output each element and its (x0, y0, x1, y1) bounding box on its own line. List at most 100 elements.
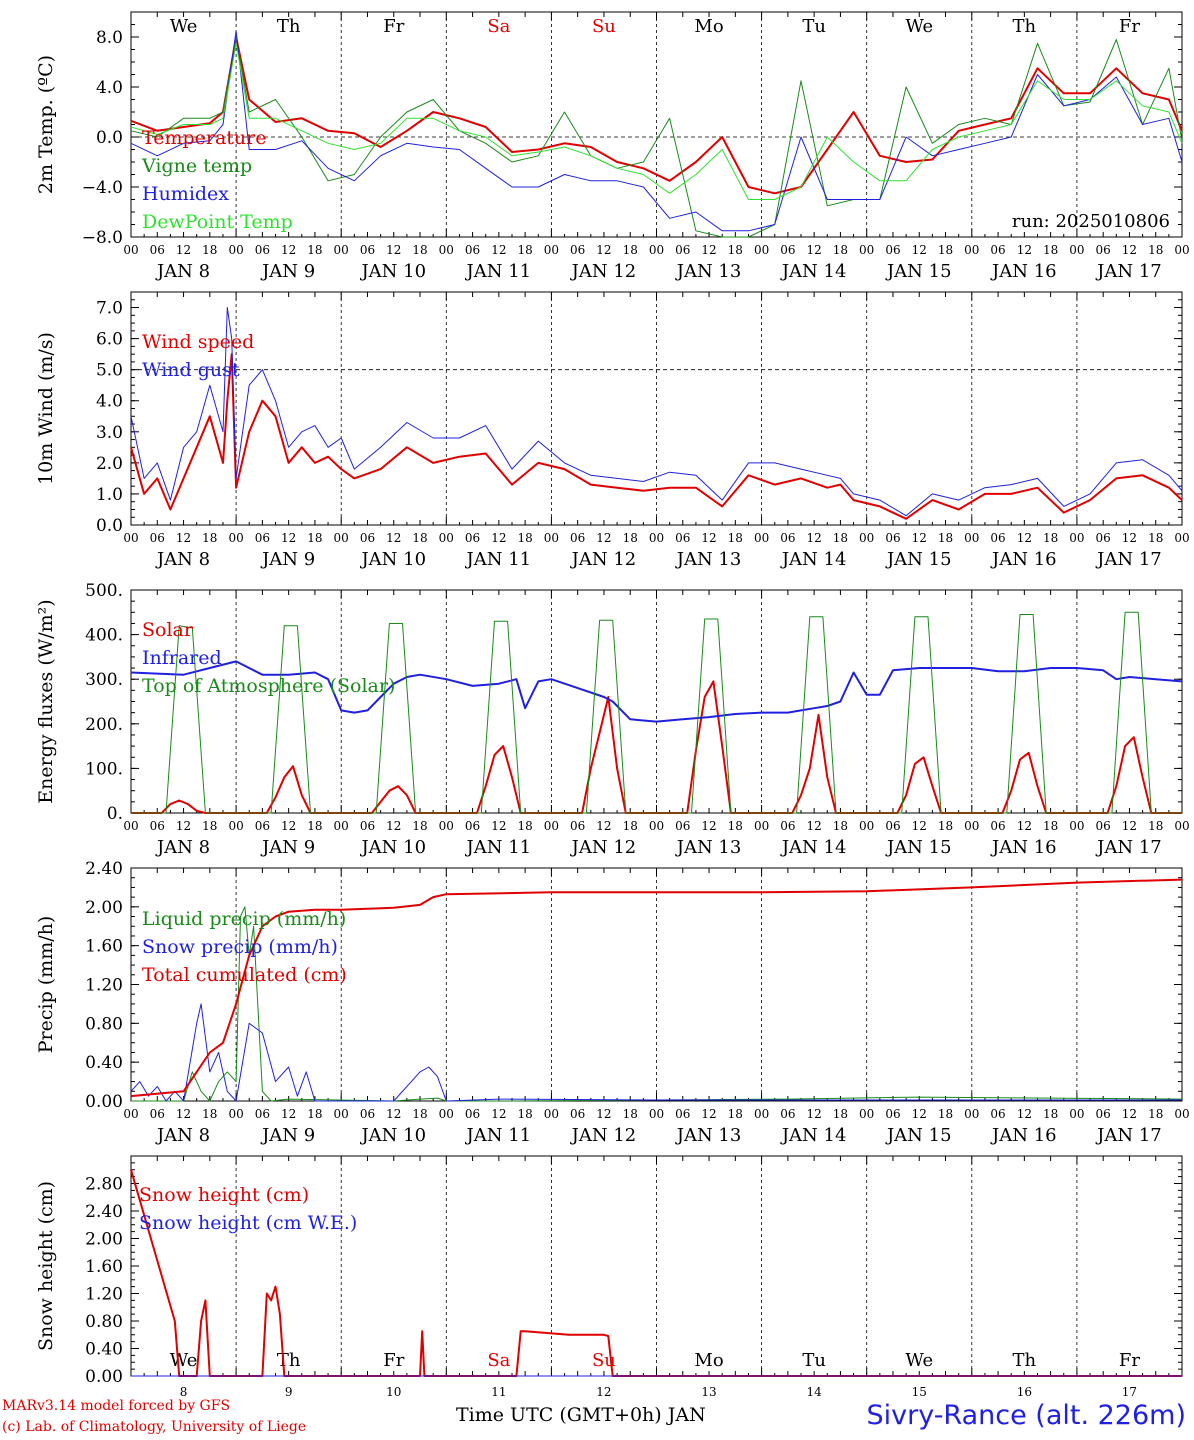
hour-tick-label: 18 (623, 531, 638, 545)
date-label: JAN 15 (885, 837, 952, 858)
y-tick-label: 2.40 (85, 1202, 123, 1222)
hour-tick-label: 06 (360, 243, 375, 257)
legend-entry: Total cumulated (cm) (142, 964, 347, 986)
hour-tick-label: 18 (938, 243, 953, 257)
hour-tick-label: 00 (964, 531, 979, 545)
hour-tick-label: 00 (964, 819, 979, 833)
hour-tick-label: 12 (281, 243, 296, 257)
hour-tick-label: 18 (202, 531, 217, 545)
hour-tick-label: 12 (596, 243, 611, 257)
legend-entry: Snow precip (mm/h) (142, 936, 338, 958)
series-temperature (130, 36, 1183, 195)
legend-entry: Wind gust (142, 359, 240, 381)
hour-tick-label: 06 (570, 1107, 585, 1121)
hour-tick-label: 12 (807, 1107, 822, 1121)
weekday-label: Th (277, 1350, 301, 1371)
y-tick-label: 2.40 (85, 859, 123, 879)
date-label: JAN 15 (885, 261, 952, 282)
hour-tick-label: 12 (281, 819, 296, 833)
hour-tick-label: 00 (334, 531, 349, 545)
hour-tick-label: 06 (885, 531, 900, 545)
date-label: 11 (491, 1385, 506, 1399)
hour-tick-label: 00 (334, 1107, 349, 1121)
hour-tick-label: 18 (623, 1107, 638, 1121)
hour-tick-label: 06 (990, 243, 1005, 257)
hour-tick-label: 18 (1148, 1107, 1163, 1121)
hour-tick-label: 00 (754, 531, 769, 545)
series-humidex (130, 30, 1183, 232)
hour-tick-label: 06 (675, 1107, 690, 1121)
hour-tick-label: 12 (176, 819, 191, 833)
date-label: JAN 13 (675, 1125, 742, 1146)
chart-panel-3: 00 06 12 18 00 06 12 18 00 06 12 18 00 06 12 18 00 06 12 18… (35, 581, 1190, 858)
hour-tick-label: 18 (728, 531, 743, 545)
date-label: JAN 12 (570, 1125, 637, 1146)
hour-tick-label: 18 (1148, 243, 1163, 257)
hour-tick-label: 12 (1122, 243, 1137, 257)
date-label: JAN 12 (570, 837, 637, 858)
hour-tick-label: 06 (675, 531, 690, 545)
legend-entry: Snow height (cm) (139, 1184, 309, 1206)
hour-tick-label: 06 (990, 1107, 1005, 1121)
hour-tick-label: 06 (570, 243, 585, 257)
hour-tick-label: 18 (517, 819, 532, 833)
hour-tick-label: 06 (465, 1107, 480, 1121)
hour-tick-label: 06 (570, 531, 585, 545)
hour-tick-label: 12 (176, 1107, 191, 1121)
date-label: 13 (701, 1385, 716, 1399)
y-tick-label: 100. (85, 759, 123, 779)
y-tick-label: 500. (85, 581, 123, 601)
hour-tick-label: 12 (1017, 243, 1032, 257)
y-tick-label: 2.00 (85, 1230, 123, 1250)
hour-tick-label: 18 (412, 819, 427, 833)
hour-tick-label: 12 (807, 819, 822, 833)
hour-tick-label: 06 (1096, 819, 1111, 833)
y-tick-label: −8.0 (82, 228, 123, 248)
y-tick-label: 4.0 (96, 392, 123, 412)
hour-tick-label: 18 (517, 531, 532, 545)
hour-tick-label: 18 (833, 1107, 848, 1121)
hour-tick-label: 00 (1069, 243, 1084, 257)
legend-entry: Humidex (142, 183, 229, 205)
weekday-label: Tu (802, 1350, 826, 1371)
hour-tick-label: 12 (596, 531, 611, 545)
hour-tick-label: 00 (964, 1107, 979, 1121)
hour-tick-label: 18 (202, 819, 217, 833)
hour-tick-label: 00 (964, 243, 979, 257)
hour-tick-label: 18 (307, 243, 322, 257)
hour-tick-label: 06 (990, 531, 1005, 545)
hour-tick-label: 12 (596, 1107, 611, 1121)
date-label: JAN 12 (570, 261, 637, 282)
hour-tick-label: 06 (360, 819, 375, 833)
hour-tick-label: 06 (1096, 1107, 1111, 1121)
date-label: 16 (1017, 1385, 1032, 1399)
hour-tick-label: 18 (517, 1107, 532, 1121)
legend-entry: Top of Atmosphere (Solar) (142, 675, 395, 697)
hour-tick-label: 18 (307, 1107, 322, 1121)
weekday-label: Sa (487, 1350, 510, 1371)
hour-tick-label: 00 (754, 1107, 769, 1121)
hour-tick-label: 12 (281, 531, 296, 545)
weekday-label: Mo (694, 1350, 723, 1371)
hour-tick-label: 12 (1017, 819, 1032, 833)
hour-tick-label: 00 (859, 1107, 874, 1121)
hour-tick-label: 06 (780, 819, 795, 833)
hour-tick-label: 00 (1174, 1107, 1189, 1121)
hour-tick-label: 00 (1069, 531, 1084, 545)
date-label: JAN 9 (260, 549, 315, 570)
hour-tick-label: 00 (649, 243, 664, 257)
legend-entry: Infrared (142, 647, 222, 669)
date-label: JAN 16 (990, 261, 1057, 282)
hour-tick-label: 00 (123, 819, 138, 833)
hour-tick-label: 12 (912, 1107, 927, 1121)
y-tick-label: 0.0 (96, 516, 123, 536)
legend-entry: Wind speed (142, 331, 254, 353)
hour-tick-label: 06 (150, 531, 165, 545)
series-infrared (130, 660, 1183, 723)
date-label: JAN 14 (780, 837, 847, 858)
date-label: 15 (912, 1385, 927, 1399)
hour-tick-label: 06 (675, 243, 690, 257)
hour-tick-label: 00 (1174, 531, 1189, 545)
date-label: 10 (386, 1385, 401, 1399)
date-label: JAN 8 (155, 837, 210, 858)
